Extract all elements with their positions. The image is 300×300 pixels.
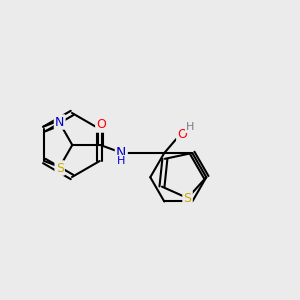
Text: N: N [55, 116, 64, 128]
Text: H: H [117, 156, 125, 166]
Text: S: S [56, 161, 64, 175]
Text: S: S [184, 192, 192, 205]
Text: N: N [116, 146, 127, 160]
Text: O: O [177, 128, 187, 142]
Text: O: O [96, 118, 106, 131]
Text: H: H [186, 122, 194, 132]
